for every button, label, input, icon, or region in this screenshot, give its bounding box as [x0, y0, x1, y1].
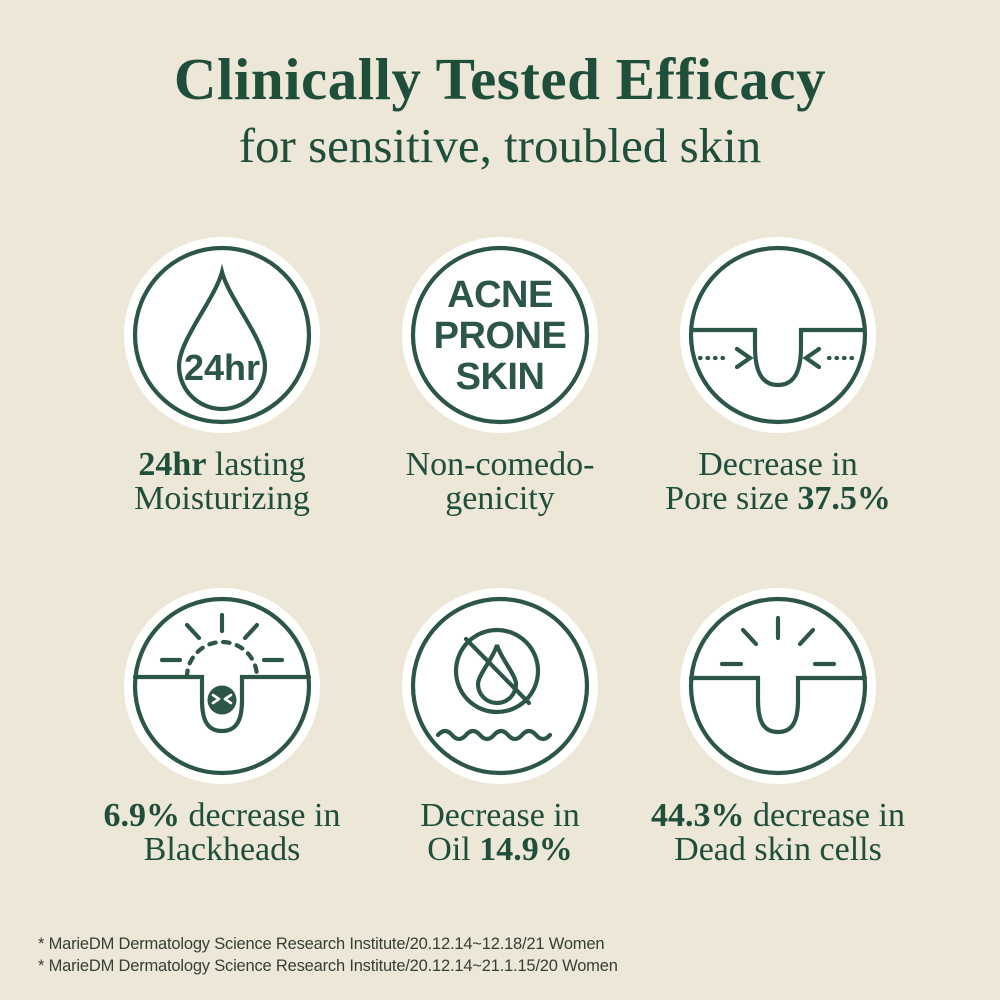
water-drop-24hr-icon: 24hr: [124, 237, 320, 433]
caption-24hr-moisturizing: 24hr lasting Moisturizing: [134, 448, 310, 516]
page-subtitle: for sensitive, troubled skin: [238, 118, 762, 173]
pore-shrink-arrows-icon: [680, 237, 876, 433]
caption-non-comedogenic: Non-comedo- genicity: [406, 448, 595, 516]
caption-oil-decrease: Decrease in Oil 14.9%: [420, 799, 580, 867]
header: Clinically Tested Efficacy for sensitive…: [0, 46, 1000, 174]
acne-prone-skin-icon: ACNE PRONE SKIN: [402, 237, 598, 433]
caption-line: Dead skin cells: [674, 831, 882, 868]
caption-line: Pore size 37.5%: [665, 480, 891, 517]
caption-line: 44.3% decrease in: [651, 797, 905, 834]
caption-line: Moisturizing: [134, 480, 310, 517]
dead-skin-pore-icon: [680, 588, 876, 784]
caption-line: Oil 14.9%: [427, 831, 573, 868]
no-oil-drop-icon: [402, 588, 598, 784]
card-non-comedogenic: ACNE PRONE SKIN Non-comedo- genicity: [371, 237, 629, 516]
caption-line: 6.9% decrease in: [103, 797, 341, 834]
caption-dead-skin-cells: 44.3% decrease in Dead skin cells: [651, 799, 905, 867]
footnote-line-1: * MarieDM Dermatology Science Research I…: [38, 935, 605, 953]
caption-line: Decrease in: [420, 797, 580, 834]
caption-line: Non-comedo-: [405, 446, 595, 483]
acne-badge-line: PRONE: [434, 315, 567, 357]
benefits-row-1: 24hr 24hr lasting Moisturizing ACNE PRON…: [93, 237, 907, 516]
card-oil-decrease: Decrease in Oil 14.9%: [371, 588, 629, 867]
caption-blackheads: 6.9% decrease in Blackheads: [104, 799, 341, 867]
page-title: Clinically Tested Efficacy: [173, 46, 827, 112]
acne-badge-line: SKIN: [456, 356, 545, 398]
caption-line: Blackheads: [143, 831, 301, 868]
caption-line: genicity: [445, 480, 555, 517]
caption-line: 24hr lasting: [138, 446, 306, 483]
footnotes: * MarieDM Dermatology Science Research I…: [38, 933, 618, 977]
footnote-line-2: * MarieDM Dermatology Science Research I…: [38, 957, 618, 975]
drop-24hr-label: 24hr: [184, 347, 260, 388]
benefits-row-2: 6.9% decrease in Blackheads Decrease in …: [93, 588, 907, 867]
caption-line: Decrease in: [698, 446, 858, 483]
card-pore-size: Decrease in Pore size 37.5%: [649, 237, 907, 516]
acne-badge-line: ACNE: [447, 274, 553, 316]
card-dead-skin-cells: 44.3% decrease in Dead skin cells: [649, 588, 907, 867]
caption-pore-size: Decrease in Pore size 37.5%: [665, 448, 891, 516]
card-24hr-moisturizing: 24hr 24hr lasting Moisturizing: [93, 237, 351, 516]
blackhead-pore-icon: [124, 588, 320, 784]
card-blackheads: 6.9% decrease in Blackheads: [93, 588, 351, 867]
